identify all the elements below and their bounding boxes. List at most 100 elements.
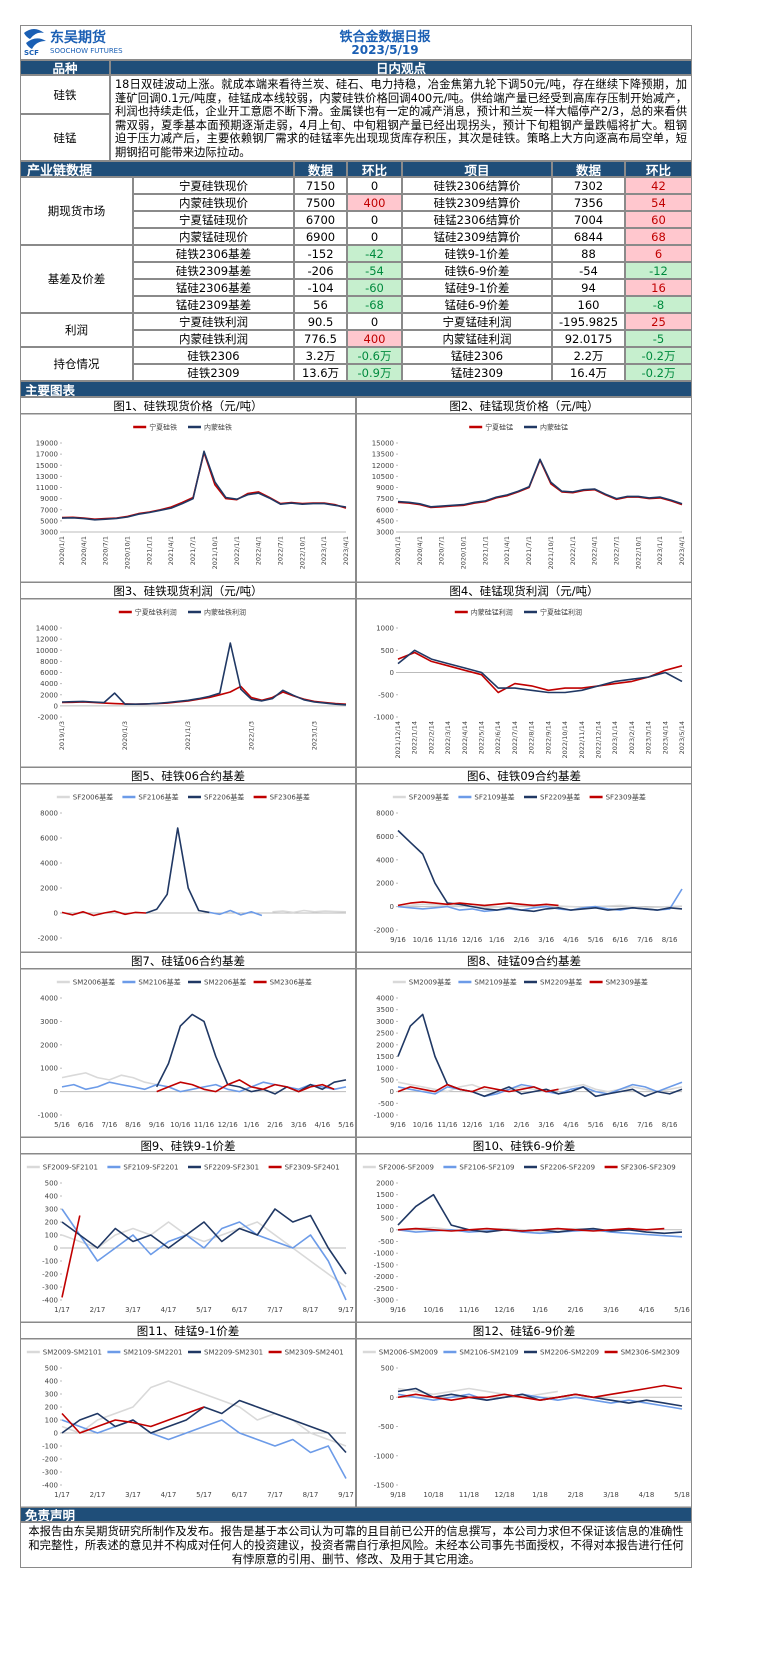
y-tick-label: 300 [45,1391,58,1399]
x-tick-label: 2023/1/1 [320,536,328,565]
y-tick-label: 0 [54,1088,58,1096]
x-tick-label: 2022/12/14 [594,721,602,758]
y-tick-label: 9000 [40,495,58,503]
x-tick-label: 3/16 [538,1121,554,1129]
y-tick-label: 3500 [376,1006,394,1014]
y-tick-label: 200 [45,1219,58,1227]
y-tick-label: -2000 [374,927,394,935]
legend-label: SF2009-SF2101 [43,1164,98,1172]
chart-title: 图4、硅锰现货利润（元/吨） [356,582,692,599]
x-tick-label: 9/16 [149,1121,165,1129]
change-cell: -54 [347,262,402,279]
value-cell: 7356 [552,194,625,211]
x-tick-label: 9/17 [338,1491,354,1499]
x-tick-label: 2023/4/1 [678,536,686,565]
y-tick-label: 0 [390,903,394,911]
x-tick-label: 11/16 [459,1306,480,1314]
y-tick-label: -2000 [38,714,58,722]
item-name: 硅铁2309结算价 [402,194,552,211]
series-line [61,1072,157,1086]
x-tick-label: 2022/4/14 [461,721,469,754]
y-tick-label: -1000 [374,1452,394,1460]
y-tick-label: 400 [45,1378,58,1386]
y-tick-label: 13000 [36,473,58,481]
item-name: 内蒙锰硅利润 [402,330,552,347]
legend-label: SM2109基差 [474,978,516,987]
x-tick-label: 2021/12/14 [394,721,402,758]
table-header: 项目 [402,161,552,177]
x-tick-label: 2022/1/1 [569,536,577,565]
y-tick-label: 15000 [36,462,58,470]
legend-label: SM2309-SM2401 [285,1349,344,1357]
y-tick-label: 0 [390,1394,394,1402]
legend-label: SF2309基差 [606,793,646,802]
legend-label: SM2306基差 [270,978,312,987]
x-tick-label: 4/16 [563,936,579,944]
item-name: 硅锰2306结算价 [402,211,552,228]
y-tick-label: -2500 [374,1285,394,1293]
x-tick-label: 2/18 [568,1491,584,1499]
y-tick-label: 4000 [376,856,394,864]
x-tick-label: 2022/8/14 [528,721,536,754]
y-tick-label: 1500 [376,1191,394,1199]
x-tick-label: 12/18 [494,1491,514,1499]
series-line [272,909,347,914]
y-tick-label: 12000 [372,462,394,470]
x-tick-label: 5/16 [588,936,604,944]
y-tick-label: 10000 [36,647,58,655]
x-tick-label: 4/16 [639,1306,655,1314]
value-cell: 776.5 [294,330,347,347]
x-tick-label: 2/16 [514,936,530,944]
y-tick-label: 1000 [376,625,394,633]
text-header: 日内观点 [110,60,692,75]
y-tick-label: 0 [390,1226,394,1234]
series-line [397,651,683,694]
value-cell: 56 [294,296,347,313]
y-tick-label: 2500 [376,1030,394,1038]
chart-title: 图7、硅锰06合约基差 [20,952,356,969]
change-cell: 25 [625,313,692,330]
change-cell: 400 [347,194,402,211]
series-line [397,1227,665,1232]
legend-label: SF2009基差 [409,793,449,802]
value-cell: 6900 [294,228,347,245]
series-line [397,459,683,509]
x-tick-label: 1/16 [489,936,505,944]
value-cell: -195.9825 [552,313,625,330]
x-tick-label: 1/17 [54,1306,70,1314]
value-cell: 7004 [552,211,625,228]
y-tick-label: 1000 [376,1203,394,1211]
y-tick-label: -500 [378,1423,394,1431]
x-tick-label: 11/16 [437,936,458,944]
x-tick-label: 10/18 [423,1491,443,1499]
legend-label: SM2006-SM2009 [379,1349,438,1357]
change-cell: -42 [347,245,402,262]
table-header: 环比 [625,161,692,177]
x-tick-label: 2022/4/1 [591,536,599,565]
series-line [61,1380,347,1447]
series-line [61,1406,205,1434]
y-tick-label: 3000 [376,529,394,537]
series-line [61,1208,347,1301]
legend-label: SM2206基差 [204,978,246,987]
x-tick-label: 2/17 [90,1306,106,1314]
x-tick-label: 7/16 [101,1121,117,1129]
x-tick-label: 2022/7/14 [511,721,519,754]
chart-title: 图11、硅锰9-1价差 [20,1322,356,1339]
y-tick-label: -500 [378,1238,394,1246]
x-tick-label: 4/16 [314,1121,330,1129]
y-tick-label: 2000 [40,1041,58,1049]
x-tick-label: 2023/2/14 [628,721,636,754]
x-tick-label: 4/18 [639,1491,655,1499]
x-tick-label: 2021/7/1 [525,536,533,565]
legend-label: 宁夏硅铁利润 [135,608,177,617]
x-tick-label: 2022/9/14 [544,721,552,754]
y-tick-label: -100 [42,1258,58,1266]
legend-label: SF2209基差 [540,793,580,802]
y-tick-label: -400 [42,1482,58,1490]
x-tick-label: 2020/1/3 [121,721,129,750]
x-tick-label: 2022/2/14 [427,721,435,754]
change-cell: 16 [625,279,692,296]
legend-label: SF2306-SF2309 [621,1164,676,1172]
value-cell: 92.0175 [552,330,625,347]
